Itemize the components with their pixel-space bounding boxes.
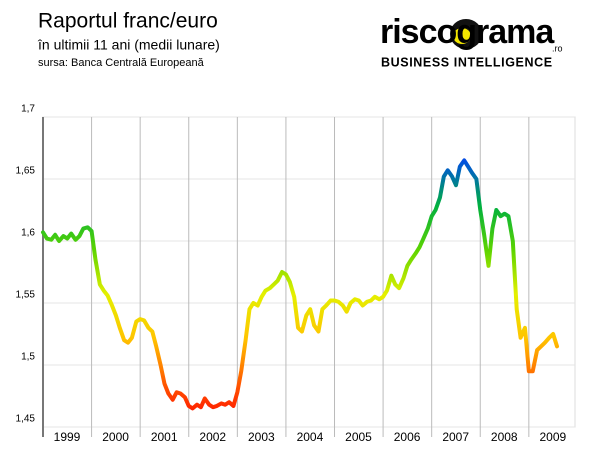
x-tick-label: 2006: [394, 430, 421, 444]
logo-mark: [453, 28, 471, 44]
y-tick-label: 1,6: [21, 228, 35, 239]
y-tick-label: 1,65: [16, 166, 36, 177]
y-tick-label: 1,5: [21, 352, 35, 363]
logo-tagline: BUSINESS INTELLIGENCE: [381, 55, 553, 69]
chart-subtitle: în ultimii 11 ani (medii lunare): [37, 37, 220, 53]
x-tick-label: 1999: [54, 430, 81, 444]
data-line: [41, 158, 560, 411]
plot-area: [42, 116, 576, 428]
chart-source: sursa: Banca Centrală Europeană: [38, 57, 205, 69]
logo-name: riscograma: [380, 13, 555, 51]
x-tick-label: 2003: [248, 430, 275, 444]
x-tick-label: 2000: [102, 430, 129, 444]
x-tick-label: 2002: [199, 430, 226, 444]
x-tick-label: 2009: [539, 430, 566, 444]
chart-title: Raportul franc/euro: [38, 10, 218, 33]
x-tick-label: 2008: [491, 430, 518, 444]
logo-domain: .ro: [552, 43, 563, 53]
x-tick-label: 2005: [345, 430, 372, 444]
y-tick-label: 1,55: [16, 290, 36, 301]
x-tick-label: 2007: [442, 430, 469, 444]
x-tick-label: 2001: [151, 430, 178, 444]
y-tick-label: 1,45: [16, 414, 36, 425]
y-tick-label: 1,7: [21, 104, 35, 115]
x-tick-label: 2004: [297, 430, 324, 444]
